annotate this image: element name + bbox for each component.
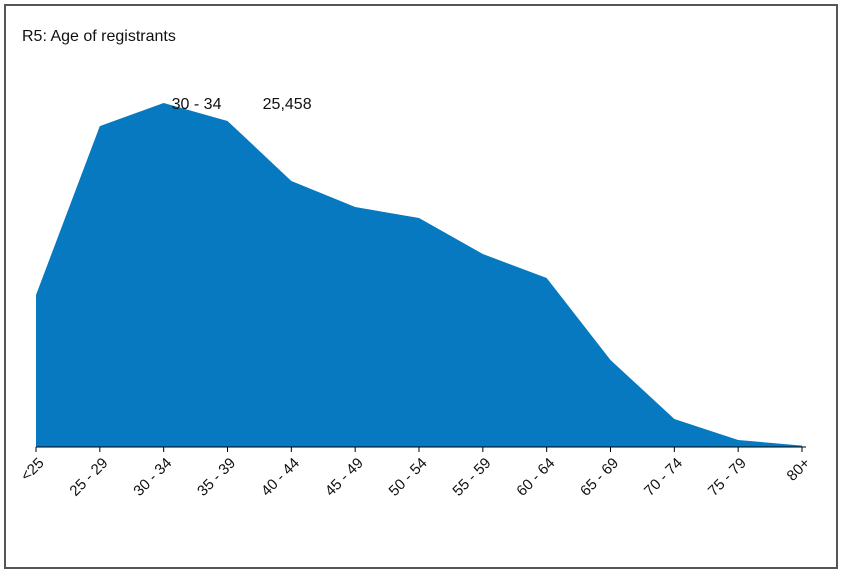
tooltip-value: 25,458 [263, 96, 312, 113]
area [36, 103, 802, 447]
chart-title: R5: Age of registrants [22, 28, 176, 45]
tooltip-category: 30 - 34 [172, 96, 222, 113]
